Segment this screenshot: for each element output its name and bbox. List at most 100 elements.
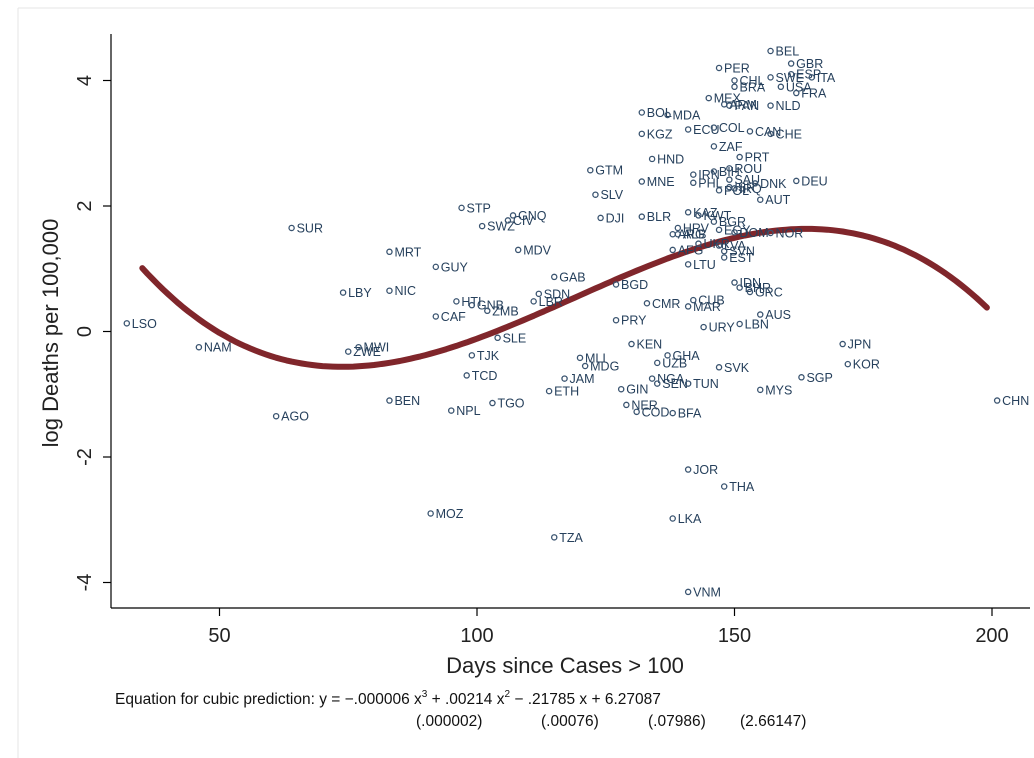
point-marker xyxy=(669,515,676,522)
point-gnq: GNQ xyxy=(509,209,547,223)
point-marker xyxy=(432,313,440,320)
point-zaf: ZAF xyxy=(710,140,743,154)
point-gha: GHA xyxy=(664,349,700,363)
point-label: UZB xyxy=(662,356,687,370)
point-pry: PRY xyxy=(612,314,647,328)
point-bra: BRA xyxy=(731,80,766,94)
point-label: LTU xyxy=(693,258,716,272)
point-marker xyxy=(751,180,759,187)
point-marker xyxy=(731,83,738,91)
std-error-a1: (.07986) xyxy=(648,713,706,730)
point-marker xyxy=(195,343,203,351)
standard-errors: (.000002) (.00076) (.07986) (2.66147) xyxy=(416,713,806,730)
y-tick-label: 2 xyxy=(74,200,96,211)
point-label: SVK xyxy=(724,361,750,375)
point-sdn: SDN xyxy=(535,287,570,301)
point-marker xyxy=(690,296,697,304)
point-marker xyxy=(767,229,774,237)
point-mda: MDA xyxy=(664,109,701,123)
point-marker xyxy=(757,386,764,394)
point-civ: CIV xyxy=(504,214,534,228)
point-label: BFA xyxy=(678,407,702,421)
point-marker xyxy=(690,179,697,187)
point-marker xyxy=(643,300,651,307)
point-marker xyxy=(123,320,131,327)
point-label: MYS xyxy=(765,383,792,397)
point-mex: MEX xyxy=(705,92,742,106)
point-marker xyxy=(720,254,728,261)
point-chn: CHN xyxy=(993,394,1029,408)
point-marker xyxy=(648,155,656,163)
point-label: MRT xyxy=(394,245,421,259)
point-bel: BEL xyxy=(767,45,799,59)
point-label: ESP xyxy=(796,68,821,82)
point-label: NIC xyxy=(394,284,416,298)
point-marker xyxy=(710,124,718,131)
x-tick-label: 150 xyxy=(718,625,751,647)
point-vnm: VNM xyxy=(684,585,721,599)
point-marker xyxy=(427,510,434,517)
point-idn: IDN xyxy=(731,276,761,290)
point-marker xyxy=(468,352,476,359)
point-mwi: MWI xyxy=(355,341,389,355)
point-kgz: KGZ xyxy=(638,127,673,141)
point-label: THA xyxy=(729,480,755,494)
point-label: ITA xyxy=(817,71,836,85)
point-label: GRC xyxy=(755,285,783,299)
point-chl: CHL xyxy=(731,74,765,88)
point-bgr: BGR xyxy=(710,215,746,229)
point-marker xyxy=(386,287,393,294)
equation-exponent-3: 3 xyxy=(422,689,428,700)
point-moz: MOZ xyxy=(427,507,464,521)
point-irn: IRN xyxy=(690,168,720,182)
point-label: GAB xyxy=(559,270,585,284)
point-tgo: TGO xyxy=(489,397,525,411)
point-marker xyxy=(489,399,496,407)
point-label: LVA xyxy=(724,239,746,253)
equation-prefix: Equation for cubic prediction: y = xyxy=(115,691,345,708)
point-marker xyxy=(726,102,733,109)
point-usa: USA xyxy=(777,80,812,94)
point-pan: PAN xyxy=(726,99,759,113)
point-marker xyxy=(710,168,718,175)
point-label: EGY xyxy=(724,223,751,237)
point-nga: NGA xyxy=(648,372,685,386)
point-grc: GRC xyxy=(746,285,783,299)
point-marker xyxy=(386,397,393,404)
point-caf: CAF xyxy=(432,310,466,324)
point-marker xyxy=(844,360,852,368)
point-npl: NPL xyxy=(447,404,481,418)
point-rou: ROU xyxy=(726,162,762,176)
point-marker xyxy=(623,401,630,409)
axes xyxy=(110,34,1030,609)
point-marker xyxy=(726,176,733,183)
point-label: LSO xyxy=(132,317,157,331)
point-label: JOR xyxy=(693,463,718,477)
point-marker xyxy=(597,214,604,222)
point-label: HTI xyxy=(461,295,481,309)
equation-term-linear-constant: − .21785 x + 6.27087 xyxy=(510,691,661,708)
point-label: DEU xyxy=(801,174,827,188)
point-label: CHL xyxy=(740,74,765,88)
cubic-fit-line xyxy=(139,225,990,370)
point-hnd: HND xyxy=(648,152,684,166)
point-label: ROU xyxy=(734,162,762,176)
point-marker xyxy=(793,177,800,185)
point-label: DJI xyxy=(606,211,625,225)
point-hrv: HRV xyxy=(674,221,710,235)
point-marker xyxy=(767,47,774,55)
std-error-a0: (2.66147) xyxy=(740,713,806,730)
point-cmr: CMR xyxy=(643,297,680,311)
point-marker xyxy=(468,301,476,309)
point-afg: AFG xyxy=(669,243,703,257)
point-label: ZAF xyxy=(719,140,743,154)
point-marker xyxy=(561,375,568,382)
point-gab: GAB xyxy=(551,270,586,284)
point-label: GBR xyxy=(796,57,823,71)
point-marker xyxy=(736,153,743,161)
point-marker xyxy=(447,407,455,414)
point-marker xyxy=(710,143,718,150)
point-jpn: JPN xyxy=(839,338,871,352)
point-marker xyxy=(715,242,723,249)
point-marker xyxy=(458,204,465,212)
